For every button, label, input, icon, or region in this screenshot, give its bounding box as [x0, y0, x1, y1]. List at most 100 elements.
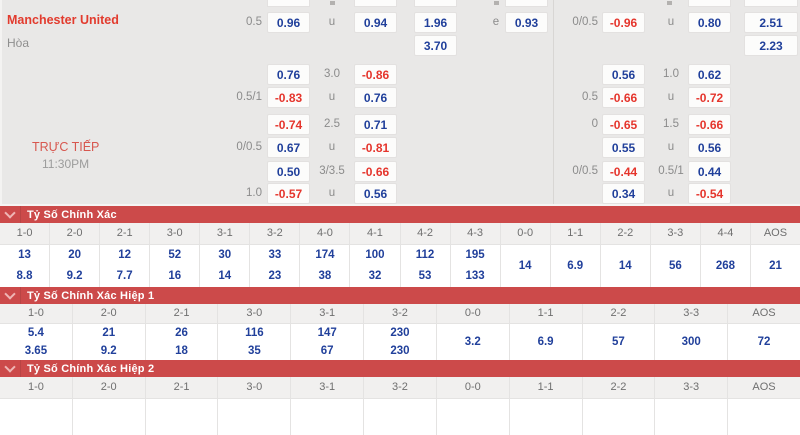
score-odds-cell: 57	[583, 324, 655, 360]
score-odds[interactable]: 33	[268, 249, 282, 261]
score-odds[interactable]: 8.8	[16, 270, 33, 282]
odds-value[interactable]: -0.65	[602, 114, 645, 135]
score-odds[interactable]: 116	[245, 327, 264, 339]
odds-value[interactable]: 0.80	[688, 12, 731, 33]
score-column-AOS: AOS 21	[750, 223, 800, 287]
odds-value[interactable]: 0.56	[688, 137, 731, 158]
score-odds[interactable]: 67	[320, 345, 334, 357]
score-odds[interactable]: 16	[168, 270, 182, 282]
score-column-1-1: 1-1 6.9	[550, 223, 601, 287]
odds-value[interactable]: -0.54	[688, 183, 731, 204]
score-odds[interactable]: 12	[118, 249, 132, 261]
score-odds[interactable]: 9.2	[100, 345, 117, 357]
odds-value[interactable]: 0.55	[602, 137, 645, 158]
score-column-2-2: 2-2	[582, 377, 656, 435]
odds-value[interactable]: 0.56	[602, 64, 645, 85]
score-column-3-1: 3-1 30 14	[200, 223, 251, 287]
odds-value[interactable]: -0.83	[267, 87, 310, 108]
score-odds[interactable]: 195	[465, 249, 485, 261]
score-odds[interactable]: 6.9	[537, 336, 554, 348]
odds-value[interactable]: 0.93	[505, 12, 548, 33]
odds-value[interactable]: 0.50	[267, 161, 310, 182]
score-column-1-0: 1-0 13 8.8	[0, 223, 51, 287]
score-odds[interactable]: 147	[317, 327, 337, 339]
score-odds[interactable]: 72	[757, 336, 771, 348]
score-odds[interactable]: 5.4	[27, 327, 44, 339]
odds-value[interactable]: -0.57	[267, 183, 310, 204]
match-time: 11:30PM	[42, 157, 90, 171]
odds-value[interactable]: -0.44	[602, 161, 645, 182]
odds-value[interactable]: -0.74	[267, 114, 310, 135]
score-odds[interactable]: 56	[668, 260, 682, 272]
score-odds[interactable]: 20	[68, 249, 81, 261]
score-odds[interactable]: 7.7	[116, 270, 133, 282]
score-column-4-3: 4-3 195 133	[450, 223, 501, 287]
collapse-toggle[interactable]	[0, 206, 21, 223]
odds-value[interactable]: 0.34	[602, 183, 645, 204]
odds-value[interactable]: -0.66	[354, 161, 397, 182]
section-band-0[interactable]: Tỷ Số Chính Xác	[0, 206, 800, 223]
odds-value[interactable]: -0.96	[602, 12, 645, 33]
score-odds[interactable]: 300	[681, 336, 701, 348]
odds-value[interactable]: -0.86	[354, 64, 397, 85]
score-column-1-1: 1-1 6.9	[509, 304, 583, 360]
handicap-label: 0/0.5	[236, 141, 262, 153]
score-odds[interactable]: 6.9	[567, 260, 584, 272]
section-band-1[interactable]: Tỷ Số Chính Xác Hiệp 1	[0, 287, 800, 304]
score-odds[interactable]: 268	[715, 260, 735, 272]
odds-value[interactable]: -0.66	[602, 87, 645, 108]
odds-value[interactable]: 1.96	[414, 12, 457, 33]
handicap-label: 1.5	[663, 118, 679, 130]
score-odds[interactable]: 100	[365, 249, 385, 261]
collapse-toggle[interactable]	[0, 287, 21, 304]
score-odds[interactable]: 230	[390, 345, 410, 357]
score-odds[interactable]: 30	[218, 249, 232, 261]
odds-value[interactable]: 3.70	[414, 35, 457, 56]
score-odds[interactable]: 32	[368, 270, 382, 282]
score-odds[interactable]: 23	[268, 270, 282, 282]
score-column-4-4: 4-4 268	[700, 223, 751, 287]
score-odds[interactable]: 14	[518, 260, 532, 272]
score-odds[interactable]: 38	[318, 270, 332, 282]
score-odds[interactable]: 53	[418, 270, 432, 282]
score-odds[interactable]: 21	[769, 260, 782, 272]
score-odds[interactable]: 3.65	[24, 345, 48, 357]
score-odds[interactable]: 9.2	[66, 270, 83, 282]
score-odds[interactable]: 112	[415, 249, 435, 261]
odds-value[interactable]: -0.81	[354, 137, 397, 158]
score-odds[interactable]: 14	[218, 270, 232, 282]
score-odds[interactable]: 13	[18, 249, 31, 261]
score-odds[interactable]: 52	[168, 249, 182, 261]
odds-value[interactable]: 0.44	[688, 161, 731, 182]
score-odds[interactable]: 21	[102, 327, 116, 339]
odds-value[interactable]: 0.56	[354, 183, 397, 204]
odds-value[interactable]: 0.76	[267, 64, 310, 85]
handicap-label: 0.5/1	[236, 91, 262, 103]
score-header: 2-2	[600, 223, 650, 245]
odds-value[interactable]: 2.23	[744, 35, 798, 56]
score-odds[interactable]: 26	[175, 327, 188, 339]
section-band-2[interactable]: Tỷ Số Chính Xác Hiệp 2	[0, 360, 800, 377]
score-odds[interactable]: 3.2	[464, 336, 481, 348]
score-odds[interactable]: 57	[612, 336, 625, 348]
odds-value[interactable]: 0.71	[354, 114, 397, 135]
odds-value[interactable]: 0.67	[267, 137, 310, 158]
odds-value[interactable]: 0.94	[354, 12, 397, 33]
odds-value[interactable]: 0.62	[688, 64, 731, 85]
odds-value[interactable]: -0.72	[688, 87, 731, 108]
score-odds[interactable]: 230	[390, 327, 410, 339]
odds-value[interactable]: -0.66	[688, 114, 731, 135]
score-odds[interactable]: 35	[247, 345, 261, 357]
odds-value[interactable]: 0.96	[267, 12, 310, 33]
score-odds-cell: 33 23	[250, 245, 299, 287]
score-header: 2-2	[582, 377, 655, 399]
score-grid: 1-0 5.4 3.65 2-0 21 9.2 2-1 26 18 3-0 116 35 3-1 147 6…	[0, 304, 800, 360]
score-odds[interactable]: 133	[465, 270, 485, 282]
score-column-2-0: 2-0 20 9.2	[50, 223, 101, 287]
collapse-toggle[interactable]	[0, 360, 21, 377]
odds-value[interactable]: 2.51	[744, 12, 798, 33]
score-odds[interactable]: 18	[175, 345, 188, 357]
score-odds[interactable]: 174	[315, 249, 335, 261]
score-odds[interactable]: 14	[618, 260, 632, 272]
odds-value[interactable]: 0.76	[354, 87, 397, 108]
